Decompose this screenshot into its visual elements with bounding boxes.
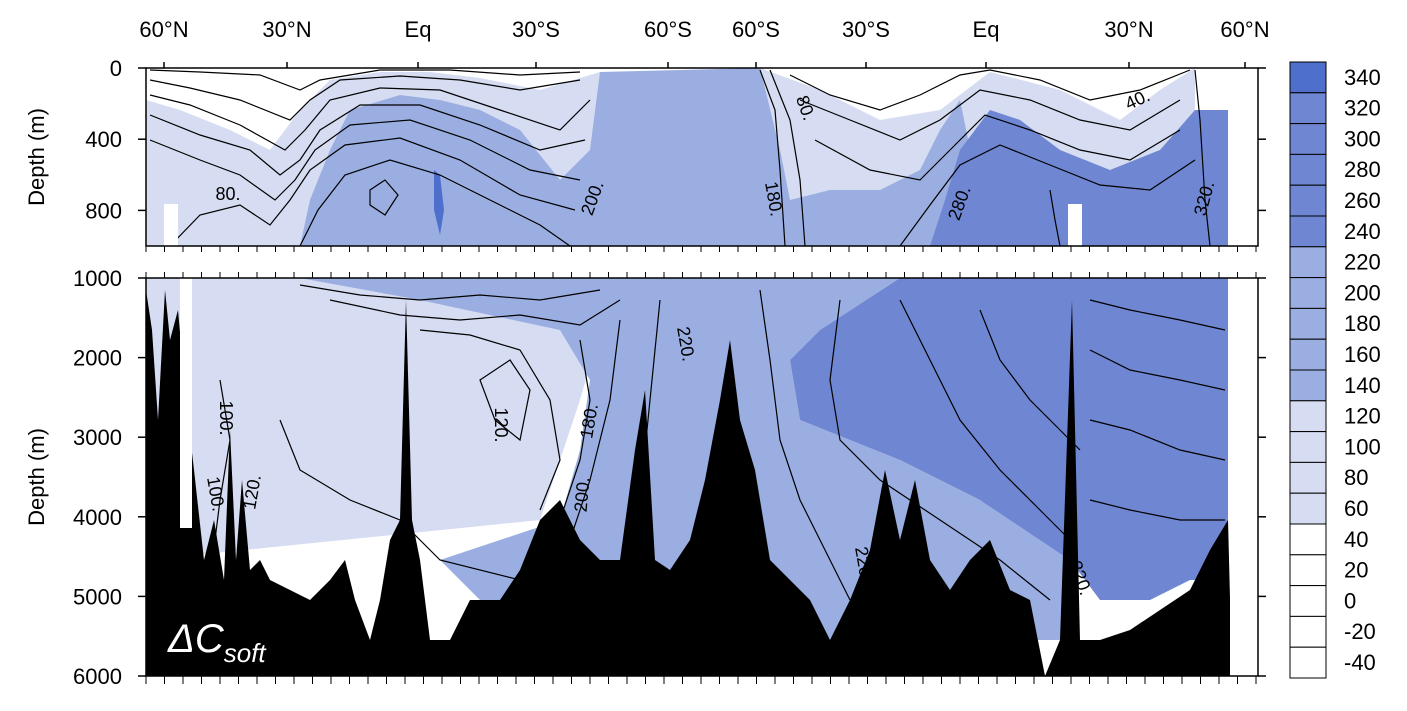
colorbar-tick-label: 0 xyxy=(1344,588,1356,613)
colorbar-tick-label: 320 xyxy=(1344,96,1381,121)
colorbar-swatch xyxy=(1289,246,1327,279)
colorbar-tick-label: 40 xyxy=(1344,527,1368,552)
lower-y-tick-label: 3000 xyxy=(73,425,122,450)
upper-white-gap-2 xyxy=(1068,204,1082,246)
colorbar-tick-label: 240 xyxy=(1344,219,1381,244)
colorbar-tick-label: 120 xyxy=(1344,404,1381,429)
lower-panel: ΔCsoft xyxy=(145,277,1259,677)
lower-light-region xyxy=(146,278,620,560)
colorbar-swatch xyxy=(1289,215,1327,248)
colorbar-swatch xyxy=(1289,400,1327,433)
seafloor-topography xyxy=(146,290,1232,676)
lower-dark-region xyxy=(790,278,1228,600)
x-tick-label: 60°N xyxy=(1220,17,1269,42)
upper-y-axis-title: Depth (m) xyxy=(24,108,49,206)
upper-dark-region xyxy=(930,110,1228,246)
colorbar-swatch xyxy=(1289,338,1327,371)
x-tick-label: 60°S xyxy=(644,17,692,42)
colorbar-tick-label: -40 xyxy=(1344,650,1376,675)
colorbar-tick-label: 60 xyxy=(1344,496,1368,521)
lower-y-tick-label: 5000 xyxy=(73,584,122,609)
panel-label-delta: Δ xyxy=(167,617,195,661)
upper-y-tick-label: 400 xyxy=(85,127,122,152)
panel-label-main: C xyxy=(195,617,225,661)
colorbar-swatch xyxy=(1289,123,1327,155)
lower-y-tick-label: 2000 xyxy=(73,346,122,371)
colorbar-tick-label: 200 xyxy=(1344,280,1381,305)
upper-white-edge xyxy=(1228,68,1258,246)
colorbar-swatch xyxy=(1289,615,1327,648)
colorbar-tick-label: 340 xyxy=(1344,65,1381,90)
colorbar-swatch xyxy=(1289,585,1327,617)
colorbar-tick-label: 280 xyxy=(1344,157,1381,182)
colorbar-swatch xyxy=(1289,153,1327,186)
panel-label-sub: soft xyxy=(224,638,268,668)
upper-y-tick-label: 800 xyxy=(85,198,122,223)
panel-label: ΔCsoft xyxy=(167,617,267,668)
x-tick-label: 60°N xyxy=(139,17,188,42)
lower-contour-lines xyxy=(214,284,1226,601)
x-tick-label: 30°N xyxy=(262,17,311,42)
generated-marks: 60°N 30°N Eq 30°S 60°S 60°S 30°S Eq 30°N 60°N0400… xyxy=(73,17,1381,689)
colorbar-swatch xyxy=(1289,277,1327,309)
colorbar-tick-label: 300 xyxy=(1344,126,1381,151)
x-tick-label: 30°S xyxy=(512,17,560,42)
colorbar-tick-label: 80 xyxy=(1344,465,1368,490)
lower-y-tick-label: 4000 xyxy=(73,505,122,530)
lower-white-gap-right xyxy=(1230,278,1258,676)
x-tick-label: Eq xyxy=(405,17,432,42)
upper-mid-region xyxy=(300,68,990,246)
x-tick-label: Eq xyxy=(973,17,1000,42)
contour-label: 120. xyxy=(491,407,511,442)
colorbar-swatch xyxy=(1289,369,1327,402)
colorbar-swatch xyxy=(1289,554,1327,587)
x-tick-label: 30°S xyxy=(842,17,890,42)
x-tick-label: 30°N xyxy=(1104,17,1153,42)
colorbar-tick-label: -20 xyxy=(1344,619,1376,644)
upper-white-gap-1 xyxy=(164,204,178,246)
lower-y-axis-title: Depth (m) xyxy=(24,428,49,526)
upper-deep-core xyxy=(434,170,444,235)
lower-frame xyxy=(145,277,1259,677)
colorbar-tick-label: 100 xyxy=(1344,434,1381,459)
colorbar-swatch xyxy=(1289,646,1327,679)
colorbar-swatch xyxy=(1289,461,1327,494)
colorbar-swatch xyxy=(1289,184,1327,217)
colorbar-swatch xyxy=(1289,307,1327,340)
contour-label: 200. xyxy=(571,476,594,513)
upper-y-tick-label: 0 xyxy=(110,56,122,81)
upper-panel xyxy=(145,67,1259,247)
colorbar-swatch xyxy=(1289,431,1327,463)
colorbar-swatch xyxy=(1289,492,1327,525)
lower-y-tick-label: 1000 xyxy=(73,266,122,291)
colorbar-tick-label: 260 xyxy=(1344,188,1381,213)
upper-contour-lines xyxy=(149,69,1211,246)
lower-y-tick-label: 6000 xyxy=(73,664,122,689)
colorbar-swatch xyxy=(1289,61,1327,94)
colorbar-tick-label: 180 xyxy=(1344,311,1381,336)
colorbar-swatch xyxy=(1289,523,1327,556)
contour-label: 100. xyxy=(216,400,236,435)
colorbar-tick-label: 20 xyxy=(1344,558,1368,583)
colorbar-tick-label: 220 xyxy=(1344,250,1381,275)
colorbar-tick-label: 160 xyxy=(1344,342,1381,367)
colorbar-swatch xyxy=(1289,92,1327,125)
colorbar-tick-label: 140 xyxy=(1344,373,1381,398)
lower-white-gap-left xyxy=(180,278,192,528)
x-tick-label: 60°S xyxy=(732,17,780,42)
contour-label: 80. xyxy=(215,184,240,204)
upper-frame xyxy=(145,67,1259,247)
